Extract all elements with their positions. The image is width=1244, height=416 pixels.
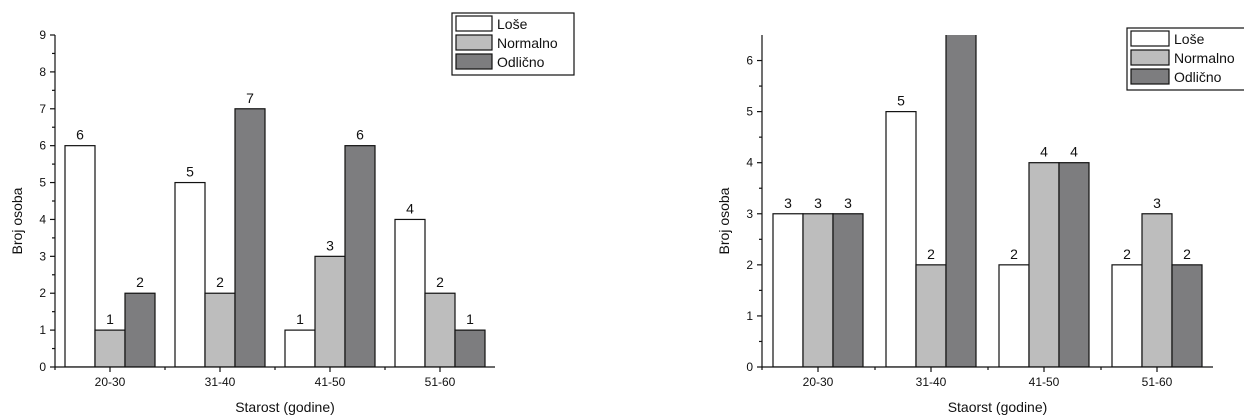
y-tick-label: 4 — [746, 156, 753, 170]
y-tick-label: 5 — [746, 105, 753, 119]
data-label: 1 — [106, 311, 114, 327]
x-tick-label: 51-60 — [425, 375, 456, 389]
y-tick-label: 6 — [746, 54, 753, 68]
y-tick-label: 7 — [39, 102, 46, 116]
x-axis-title: Staorst (godine) — [948, 399, 1048, 415]
y-axis-title: Broj osoba — [9, 187, 25, 254]
data-label: 3 — [784, 195, 792, 211]
chart-1: 6 1 2 5 2 7 1 3 6 4 2 1 0 1 2 3 4 5 6 7 8 9 20-30 31-40 41-50 51-… — [9, 12, 575, 415]
bar-Loše-31-40 — [174, 181, 206, 367]
data-label: 7 — [246, 90, 254, 106]
x-tick-label: 31-40 — [205, 375, 236, 389]
x-tick-label: 20-30 — [95, 375, 126, 389]
data-label: 6 — [76, 127, 84, 143]
y-tick-label: 9 — [39, 28, 46, 42]
legend-label-1: Normalno — [497, 35, 558, 51]
bar-Odlično-31-40 — [945, 35, 977, 367]
bar-Normalno-51-60 — [424, 292, 456, 367]
legend-label-2: Odlično — [1174, 69, 1222, 85]
bar-Normalno-20-30 — [94, 329, 126, 367]
bar-Odlično-20-30 — [124, 292, 156, 367]
bars-group — [64, 108, 486, 367]
bar-Odlično-20-30 — [832, 213, 864, 367]
x-axis-title: Starost (godine) — [235, 399, 335, 415]
y-tick-label: 6 — [39, 139, 46, 153]
y-axis-title: Broj osoba — [716, 187, 732, 254]
bar-Normalno-41-50 — [1028, 162, 1060, 367]
legend-label-0: Loše — [1174, 31, 1205, 47]
x-tick-label: 20-30 — [803, 375, 834, 389]
data-label: 4 — [1070, 144, 1078, 160]
bar-Normalno-31-40 — [204, 292, 236, 367]
data-label: 4 — [406, 200, 414, 216]
y-tick-label: 1 — [39, 323, 46, 337]
data-label: 3 — [844, 195, 852, 211]
bar-Loše-20-30 — [772, 213, 804, 367]
data-label: 5 — [186, 164, 194, 180]
bar-Normalno-41-50 — [314, 255, 346, 367]
data-label: 3 — [814, 195, 822, 211]
bar-Loše-41-50 — [998, 264, 1030, 367]
bars-group — [772, 35, 1203, 367]
y-tick-label: 0 — [39, 360, 46, 374]
y-tick-label: 4 — [39, 212, 46, 226]
bar-Normalno-20-30 — [802, 213, 834, 367]
data-label: 1 — [466, 311, 474, 327]
data-label: 2 — [1010, 246, 1018, 262]
data-label: 2 — [1183, 246, 1191, 262]
y-tick-label: 8 — [39, 65, 46, 79]
bar-Loše-41-50 — [284, 329, 316, 367]
x-tick-label: 41-50 — [1029, 375, 1060, 389]
data-label: 2 — [436, 274, 444, 290]
data-label: 2 — [136, 274, 144, 290]
bar-Loše-51-60 — [1111, 264, 1143, 367]
data-label: 3 — [326, 237, 334, 253]
data-label: 6 — [356, 127, 364, 143]
data-label: 2 — [216, 274, 224, 290]
bar-Loše-20-30 — [64, 145, 96, 367]
bar-Odlično-41-50 — [344, 145, 376, 367]
y-tick-label: 3 — [746, 207, 753, 221]
chart-2: 3 3 3 5 2 2 4 4 2 3 2 0 1 2 3 4 5 6 20-30 31-40 41-50 51-60 St… — [716, 27, 1244, 415]
data-label: 2 — [1123, 246, 1131, 262]
y-tick-label: 1 — [746, 309, 753, 323]
bar-Odlično-41-50 — [1058, 162, 1090, 367]
data-label: 5 — [897, 93, 905, 109]
data-label: 2 — [927, 246, 935, 262]
legend-swatch-1 — [1130, 49, 1170, 66]
y-tick-label: 0 — [746, 360, 753, 374]
x-tick-label: 41-50 — [315, 375, 346, 389]
legend: Loše Normalno Odlično — [451, 12, 575, 76]
data-label: 4 — [1040, 144, 1048, 160]
bar-Odlično-51-60 — [1171, 264, 1203, 367]
x-tick-label: 31-40 — [916, 375, 947, 389]
data-label: 1 — [296, 311, 304, 327]
legend-swatch-0 — [1130, 30, 1170, 47]
legend-swatch-1 — [455, 34, 493, 51]
legend-label-1: Normalno — [1174, 50, 1235, 66]
y-tick-label: 5 — [39, 176, 46, 190]
bar-Normalno-31-40 — [915, 264, 947, 367]
y-tick-label: 2 — [39, 286, 46, 300]
x-tick-label: 51-60 — [1142, 375, 1173, 389]
y-tick-label: 2 — [746, 258, 753, 272]
data-label: 3 — [1153, 195, 1161, 211]
bar-Odlično-31-40 — [234, 108, 266, 367]
y-tick-label: 3 — [39, 249, 46, 263]
bar-Loše-51-60 — [394, 218, 426, 367]
legend-swatch-2 — [455, 53, 493, 70]
bar-Odlično-51-60 — [454, 329, 486, 367]
legend-swatch-0 — [455, 15, 493, 32]
legend-label-2: Odlično — [497, 54, 545, 70]
bar-Loše-31-40 — [885, 111, 917, 367]
legend-swatch-2 — [1130, 68, 1170, 85]
legend: Loše Normalno Odlično — [1126, 27, 1244, 91]
bar-Normalno-51-60 — [1141, 213, 1173, 367]
legend-label-0: Loše — [497, 16, 528, 32]
